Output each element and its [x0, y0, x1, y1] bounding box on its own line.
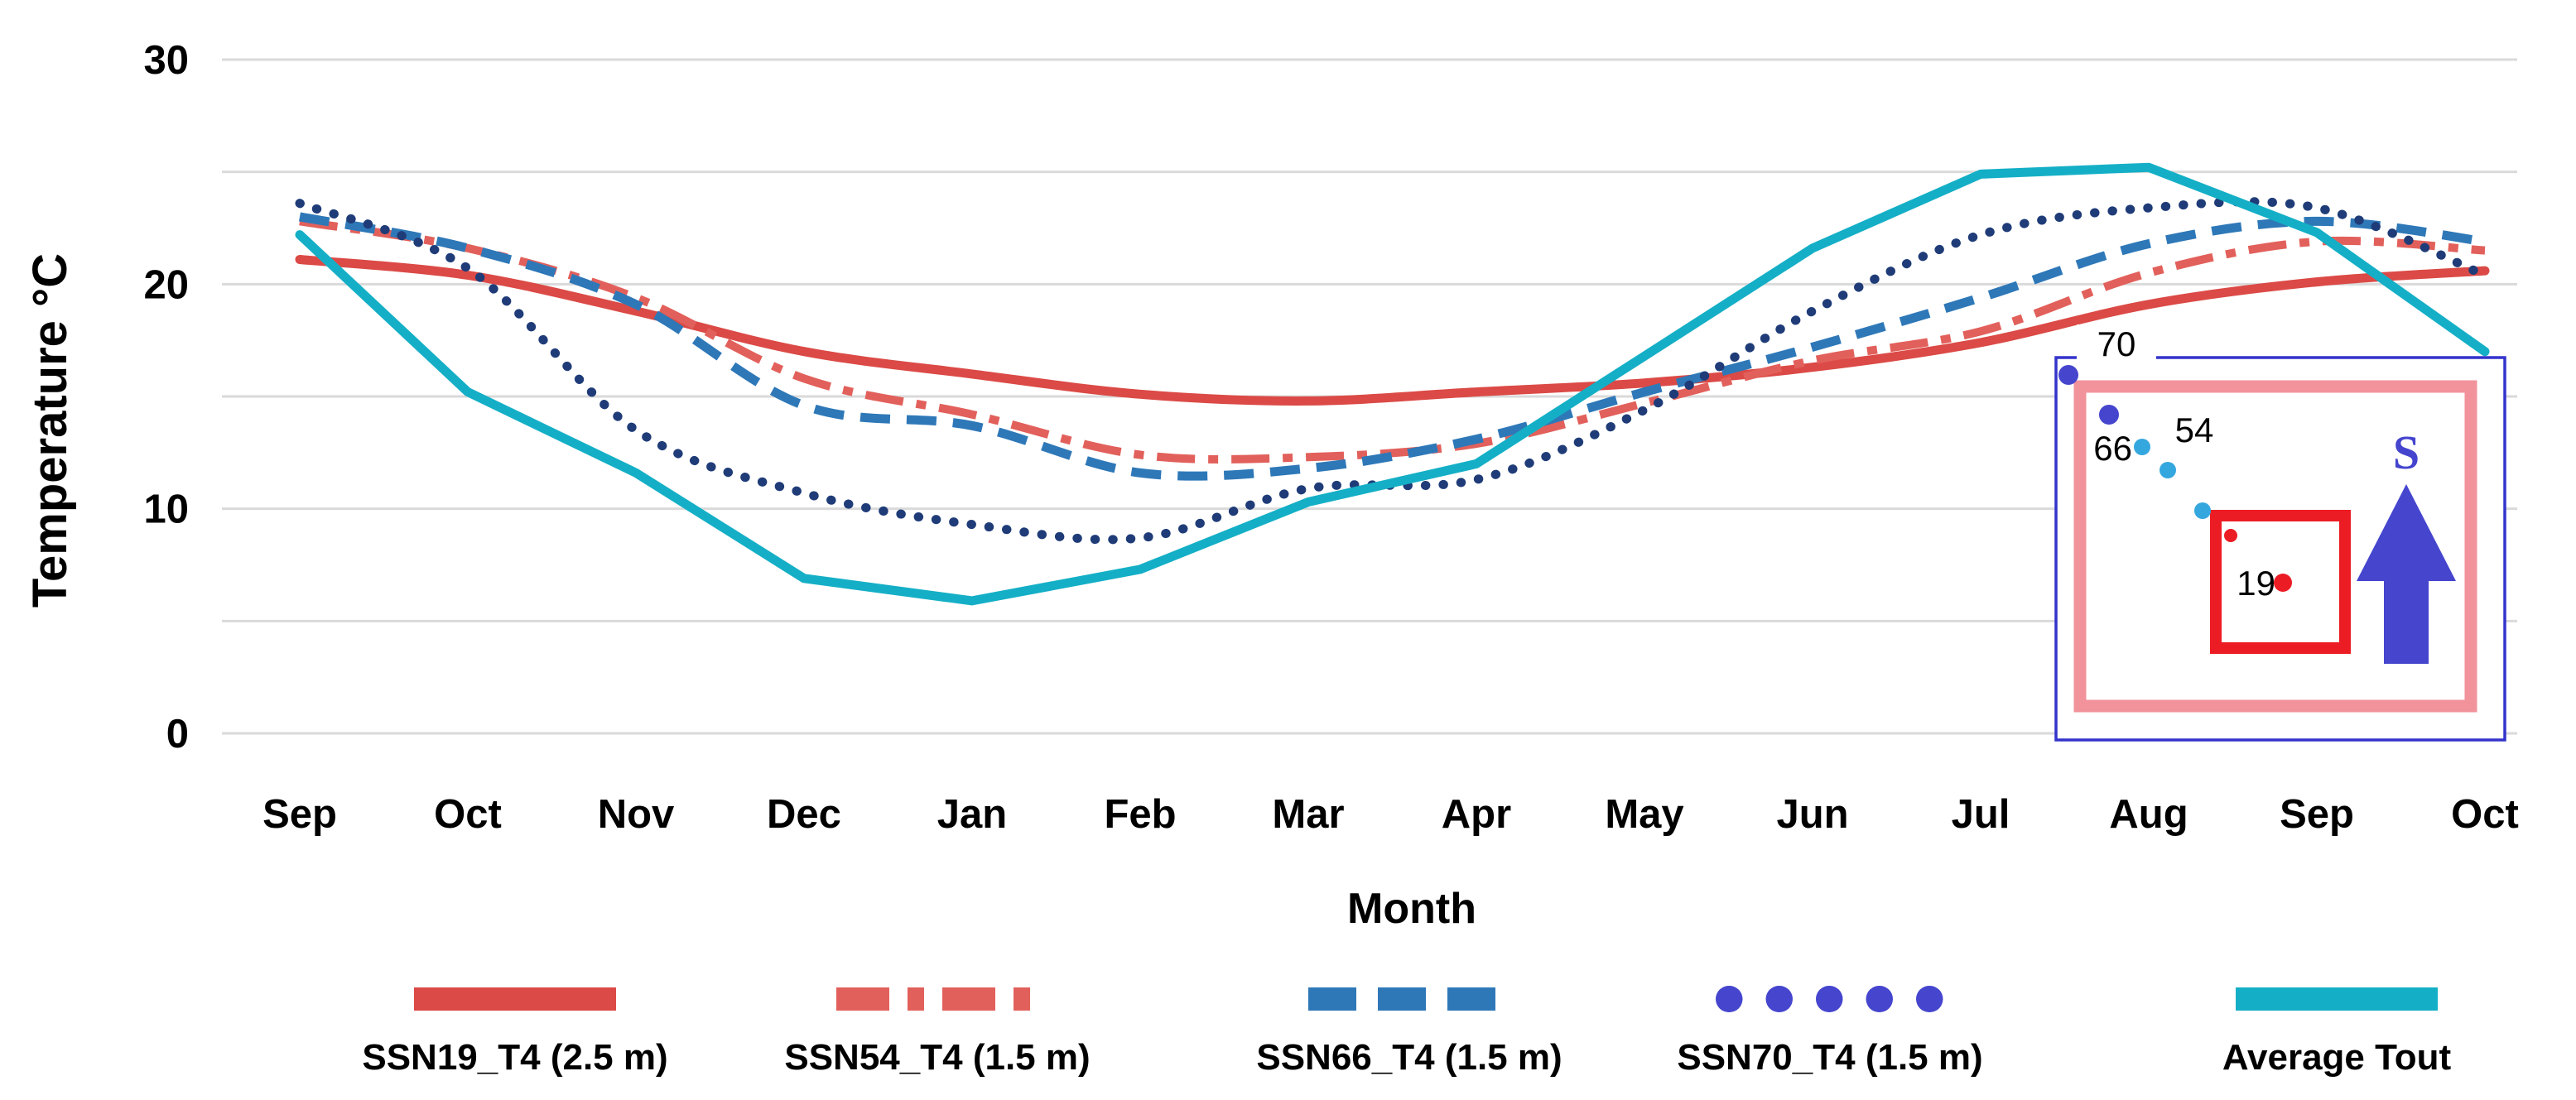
inset-compass-arrow-icon: [2357, 484, 2456, 664]
x-tick-label-1-Oct: Oct: [434, 792, 502, 837]
y-tick-label-20: 20: [143, 262, 189, 307]
x-tick-label-10-Jul: Jul: [1952, 792, 2010, 837]
legend-label-2: SSN66_T4 (1.5 m): [1256, 1037, 1562, 1078]
x-tick-label-13-Oct: Oct: [2451, 792, 2519, 837]
x-axis-title: Month: [1347, 885, 1476, 933]
y-tick-label-30: 30: [143, 38, 189, 83]
x-tick-label-5-Feb: Feb: [1104, 792, 1176, 837]
series-lines: [295, 162, 2490, 606]
x-tick-label-2-Nov: Nov: [598, 792, 675, 837]
x-tick-label-7-Apr: Apr: [1442, 792, 1511, 837]
sensor-map-inset: 70 66 54 19 S: [2054, 324, 2506, 742]
legend-label-3: SSN70_T4 (1.5 m): [1677, 1037, 1982, 1078]
y-axis-title: Temperature °C: [23, 253, 77, 608]
inset-sensor-label-70: 70: [2097, 324, 2136, 363]
inset-sensor-dot-aux-4: [2194, 502, 2211, 519]
inset-label-backing: [2077, 324, 2156, 361]
legend-label-1: SSN54_T4 (1.5 m): [784, 1037, 1090, 1078]
inset-sensor-label-19: 19: [2237, 564, 2275, 603]
x-tick-label-12-Sep: Sep: [2280, 792, 2354, 837]
inset-sensor-dot-70: [2058, 365, 2078, 385]
inset-sensor-label-54: 54: [2175, 411, 2214, 449]
x-tick-label-11-Aug: Aug: [2109, 792, 2188, 837]
x-tick-label-3-Dec: Dec: [767, 792, 841, 837]
series-line-ssn66-t4-1-5-m-: [298, 212, 2486, 481]
inset-sensor-dot-aux-1: [2099, 405, 2119, 425]
series-line-average-tout: [295, 162, 2490, 606]
x-tick-label-8-May: May: [1605, 792, 1683, 837]
inset-sensor-dot-66: [2134, 439, 2150, 455]
inset-sensor-dot-aux-5: [2224, 529, 2237, 542]
inset-sensor-dot-54: [2160, 462, 2176, 478]
inset-sensor-dot-19: [2274, 574, 2292, 592]
y-tick-label-10: 10: [143, 488, 189, 532]
x-tick-label-9-Jun: Jun: [1776, 792, 1848, 837]
x-tick-label-0-Sep: Sep: [262, 792, 337, 837]
x-tick-label-6-Mar: Mar: [1272, 792, 1344, 837]
y-tick-label-0: 0: [166, 712, 189, 757]
legend-label-0: SSN19_T4 (2.5 m): [362, 1037, 667, 1078]
x-tick-label-4-Jan: Jan: [937, 792, 1007, 837]
legend-label-4: Average Tout: [2222, 1037, 2452, 1078]
inset-sensor-label-66: 66: [2093, 429, 2132, 468]
inset-building-outline: [2073, 380, 2477, 713]
inset-compass-label: S: [2393, 425, 2420, 479]
